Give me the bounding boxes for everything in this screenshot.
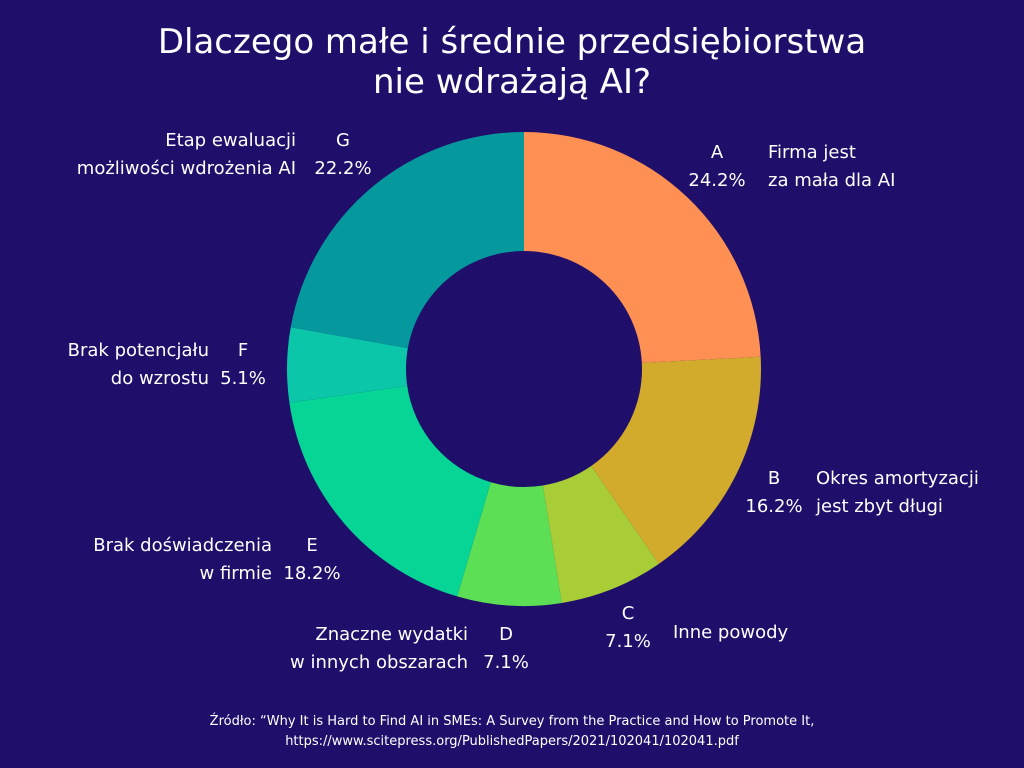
slice-description-a-2: za mała dla AI <box>768 170 895 191</box>
chart-title-line-2: nie wdrażają AI? <box>372 62 652 102</box>
slice-g <box>290 132 524 349</box>
slice-percent-e: 18.2% <box>283 563 340 584</box>
slice-description-g-2: możliwości wdrożenia AI <box>77 158 296 179</box>
chart-title: Dlaczego małe i średnie przedsiębiorstwa… <box>0 22 1024 102</box>
slice-description-d-1: Znaczne wydatki <box>315 624 468 645</box>
slice-description-e-2: w firmie <box>200 563 272 584</box>
slice-description-f-1: Brak potencjału <box>68 340 209 361</box>
slice-description-b-2: jest zbyt długi <box>815 496 943 517</box>
slice-letter-f: F <box>238 340 248 361</box>
source-line-1: Źródło: “Why It is Hard to Find AI in SM… <box>209 714 815 729</box>
donut-slices <box>287 132 761 607</box>
slice-description-f-2: do wzrostu <box>111 368 209 389</box>
slice-description-g-1: Etap ewaluacji <box>165 130 296 151</box>
slice-percent-d: 7.1% <box>483 652 529 673</box>
slice-a <box>524 132 761 363</box>
source-line-2: https://www.scitepress.org/PublishedPape… <box>285 734 739 749</box>
slice-labels: A 24.2% Firma jest za mała dla AI B 16.2% Okre… <box>68 130 979 673</box>
slice-description-d-2: w innych obszarach <box>290 652 468 673</box>
slice-percent-b: 16.2% <box>745 496 802 517</box>
slice-percent-c: 7.1% <box>605 631 651 652</box>
slice-c <box>542 466 659 603</box>
slice-e <box>289 385 491 597</box>
slice-description-b-1: Okres amortyzacji <box>816 468 979 489</box>
slice-letter-c: C <box>622 603 635 624</box>
slice-letter-g: G <box>336 130 350 151</box>
slice-percent-a: 24.2% <box>688 170 745 191</box>
slice-f <box>287 327 408 403</box>
slice-letter-b: B <box>768 468 780 489</box>
slice-description-c-1: Inne powody <box>673 622 789 643</box>
slice-percent-f: 5.1% <box>220 368 266 389</box>
slice-d <box>457 482 562 607</box>
slice-b <box>591 356 761 564</box>
slice-letter-a: A <box>711 142 724 163</box>
slice-letter-d: D <box>499 624 513 645</box>
chart-title-line-1: Dlaczego małe i średnie przedsiębiorstwa <box>157 22 867 62</box>
slice-letter-e: E <box>306 535 317 556</box>
slice-description-e-1: Brak doświadczenia <box>93 535 272 556</box>
source-note: Źródło: “Why It is Hard to Find AI in SM… <box>0 712 1024 752</box>
slice-description-a-1: Firma jest <box>768 142 856 163</box>
slice-percent-g: 22.2% <box>314 158 371 179</box>
